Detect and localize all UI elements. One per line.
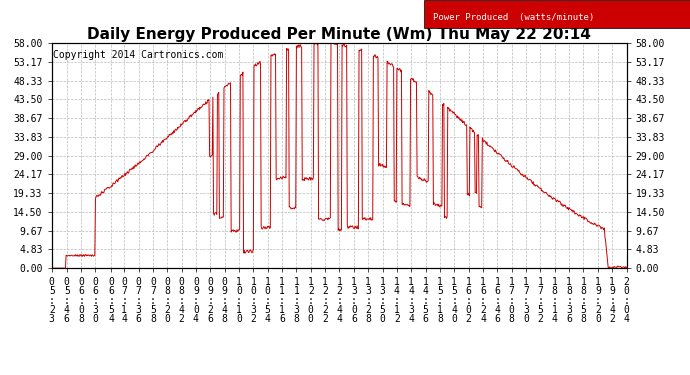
- Text: Power Produced  (watts/minute): Power Produced (watts/minute): [433, 13, 595, 22]
- Title: Daily Energy Produced Per Minute (Wm) Thu May 22 20:14: Daily Energy Produced Per Minute (Wm) Th…: [87, 27, 591, 42]
- Text: Copyright 2014 Cartronics.com: Copyright 2014 Cartronics.com: [53, 50, 224, 60]
